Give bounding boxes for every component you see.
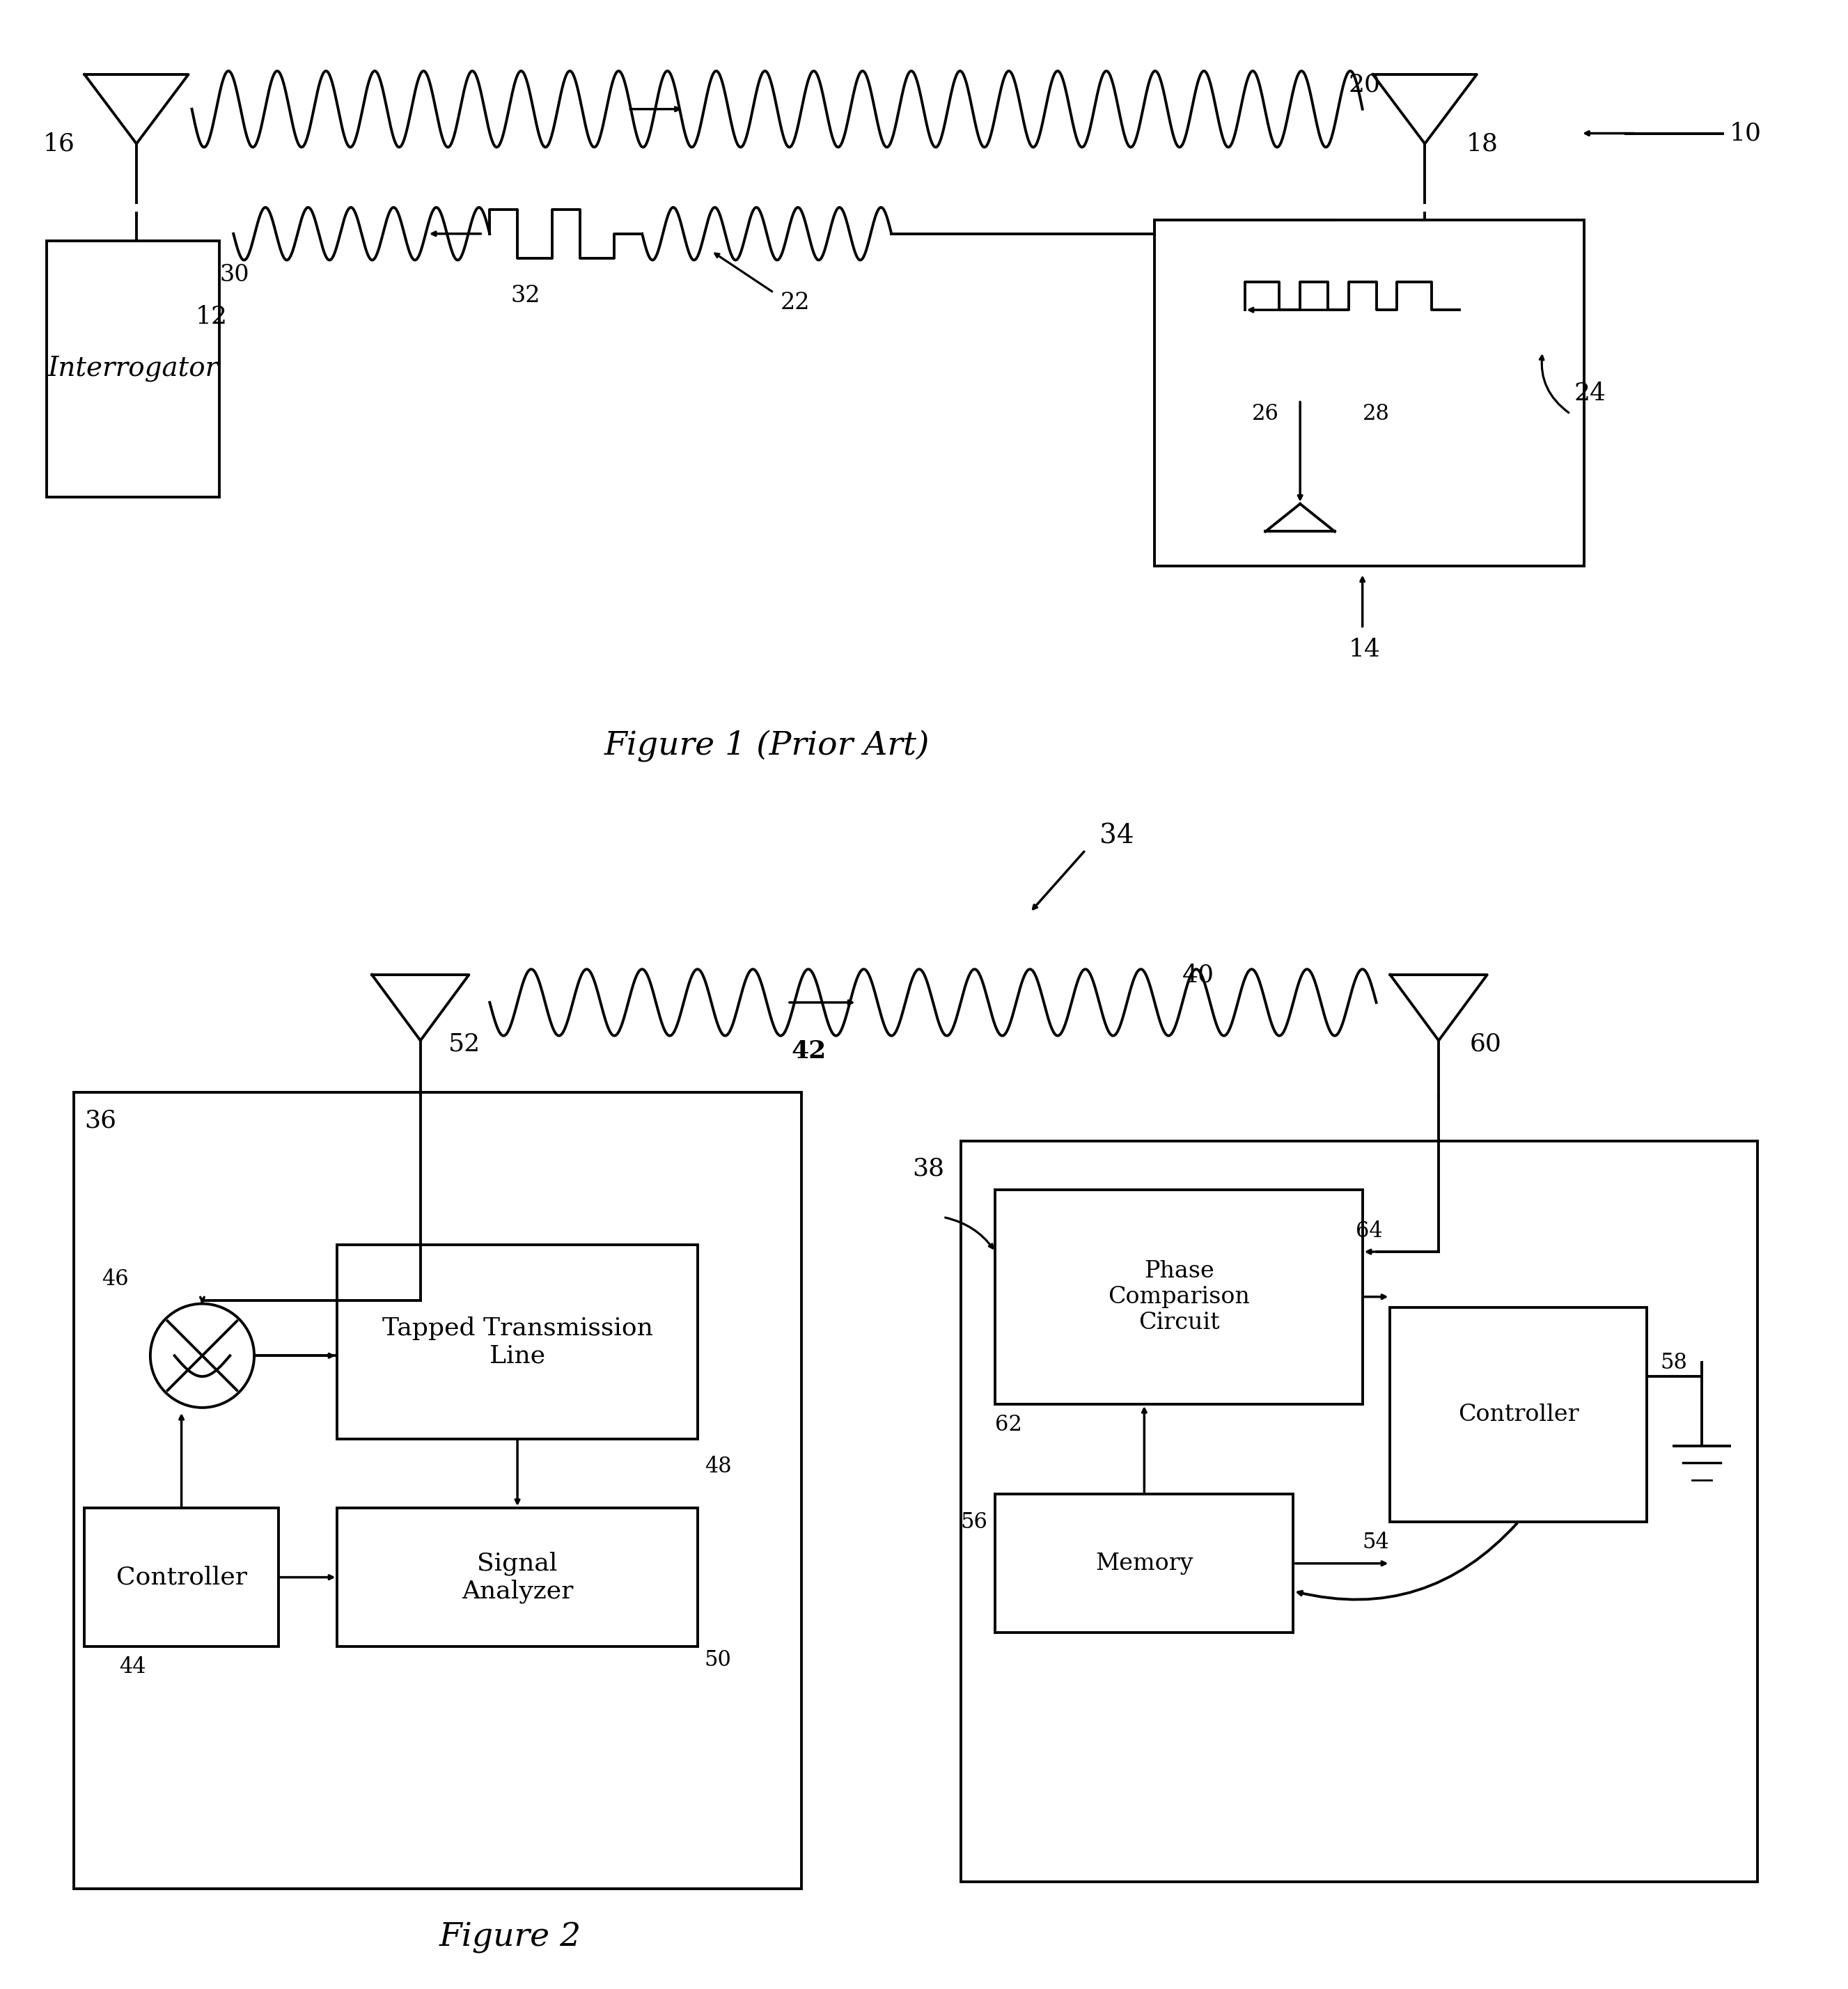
Text: Figure 1 (Prior Art): Figure 1 (Prior Art) bbox=[604, 730, 930, 762]
Text: 30: 30 bbox=[220, 265, 249, 286]
Text: Figure 2: Figure 2 bbox=[440, 1921, 582, 1953]
Text: 22: 22 bbox=[780, 292, 809, 314]
Text: 54: 54 bbox=[1362, 1532, 1390, 1553]
Bar bbox=[996, 1494, 1294, 1633]
Text: 10: 10 bbox=[1730, 121, 1761, 145]
Bar bbox=[1155, 221, 1584, 567]
Text: 36: 36 bbox=[85, 1108, 116, 1132]
Text: 38: 38 bbox=[913, 1158, 944, 1181]
Text: 28: 28 bbox=[1362, 404, 1390, 424]
Text: 40: 40 bbox=[1183, 963, 1214, 987]
Text: 64: 64 bbox=[1356, 1219, 1382, 1241]
Text: 20: 20 bbox=[1349, 74, 1380, 97]
Bar bbox=[46, 241, 220, 497]
Text: 48: 48 bbox=[704, 1456, 732, 1478]
Text: 24: 24 bbox=[1574, 382, 1606, 406]
Bar bbox=[961, 1142, 1757, 1882]
Text: 58: 58 bbox=[1660, 1353, 1687, 1372]
Bar bbox=[338, 1245, 697, 1438]
Text: 60: 60 bbox=[1469, 1032, 1502, 1056]
Text: 56: 56 bbox=[961, 1512, 989, 1534]
Text: Tapped Transmission
Line: Tapped Transmission Line bbox=[383, 1317, 652, 1366]
Text: 14: 14 bbox=[1349, 636, 1380, 660]
Text: Phase
Comparison
Circuit: Phase Comparison Circuit bbox=[1109, 1259, 1249, 1335]
Bar bbox=[338, 1508, 697, 1647]
Bar bbox=[1390, 1307, 1647, 1522]
Text: 62: 62 bbox=[996, 1414, 1022, 1436]
Text: 46: 46 bbox=[102, 1269, 129, 1291]
Bar bbox=[74, 1092, 802, 1890]
Text: Controller: Controller bbox=[1458, 1404, 1578, 1426]
Text: 32: 32 bbox=[510, 284, 540, 306]
Text: 52: 52 bbox=[449, 1032, 480, 1056]
Text: 18: 18 bbox=[1465, 131, 1499, 155]
Text: 16: 16 bbox=[43, 131, 76, 155]
Text: 26: 26 bbox=[1251, 404, 1279, 424]
Text: Signal
Analyzer: Signal Analyzer bbox=[462, 1551, 573, 1603]
Text: Memory: Memory bbox=[1096, 1551, 1194, 1575]
Text: Interrogator: Interrogator bbox=[48, 356, 218, 382]
Text: 12: 12 bbox=[196, 304, 227, 328]
Text: 44: 44 bbox=[118, 1657, 146, 1679]
Text: Controller: Controller bbox=[116, 1565, 248, 1589]
Text: 42: 42 bbox=[791, 1038, 826, 1062]
Text: 50: 50 bbox=[704, 1649, 732, 1671]
Bar bbox=[85, 1508, 279, 1647]
Text: 34: 34 bbox=[1100, 823, 1135, 849]
Bar bbox=[996, 1189, 1362, 1404]
